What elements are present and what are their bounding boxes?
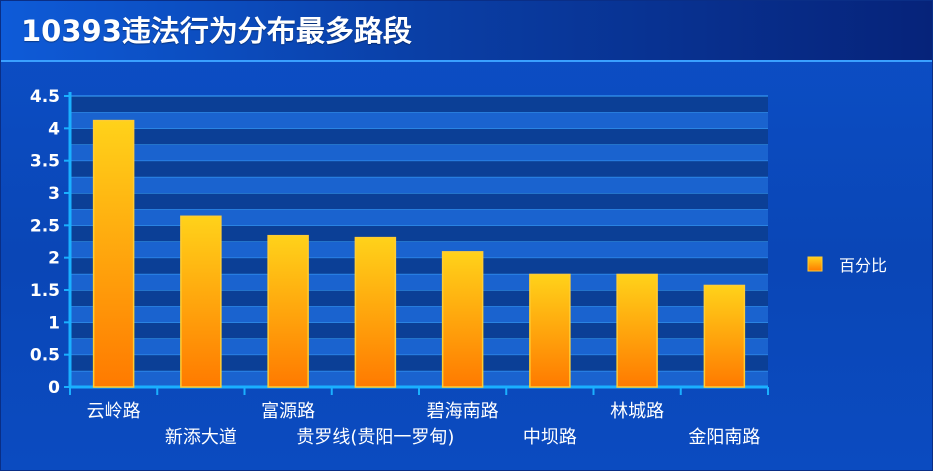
bar [441,251,484,388]
bar [180,215,222,388]
plot-band [70,241,768,258]
y-axis: 0 0.5 1 1.5 2 2.5 3 3.5 4 4.5 [30,87,72,398]
y-tick-label: 4 [48,119,60,139]
plot-band [70,354,768,371]
bar [616,273,658,388]
plot-band [70,306,768,323]
plot-band [70,322,768,339]
plot-band [70,193,768,210]
x-tick-label: 林城路 [610,401,664,422]
legend-swatch [807,256,823,272]
bar [354,236,397,388]
y-tick-label: 2.5 [30,216,60,236]
plot-band [70,370,768,387]
bar [92,119,135,388]
x-tick-label: 碧海南路 [427,401,499,422]
chart-title: 10393违法行为分布最多路段 [21,14,412,48]
plot-band [70,144,768,161]
plot-band [70,96,768,113]
y-tick-label: 1 [48,313,60,333]
x-tick-label: 富源路 [261,401,315,422]
plot-area [70,95,768,387]
bar [529,273,571,388]
title-bar: 10393违法行为分布最多路段 [1,1,932,62]
bar [703,284,746,388]
legend-label: 百分比 [839,256,887,275]
y-tick-label: 4.5 [30,87,60,107]
plot-band [70,209,768,226]
x-tick-label: 贵罗线(贵阳一罗甸) [296,427,454,448]
plot-band [70,273,768,290]
x-tick-label: 新添大道 [165,427,237,448]
plot-band [70,338,768,355]
bar [267,234,309,388]
legend: 百分比 [807,256,887,275]
plot-band [70,257,768,274]
x-tick-label: 金阳南路 [688,427,760,448]
plot-band [70,160,768,177]
y-tick-label: 3 [48,184,60,204]
bar-series [92,119,746,388]
plot-band [70,290,768,307]
y-tick-label: 3.5 [30,152,60,172]
y-tick-label: 2 [48,249,60,269]
plot-band [70,176,768,193]
y-tick-label: 0.5 [30,346,60,366]
plot-band [70,112,768,129]
y-tick-label: 1.5 [30,281,60,301]
x-tick-label: 中坝路 [523,427,577,448]
y-tick-label: 0 [48,378,60,398]
x-tick-label: 云岭路 [87,401,141,422]
plot-band [70,128,768,145]
plot-band [70,225,768,242]
